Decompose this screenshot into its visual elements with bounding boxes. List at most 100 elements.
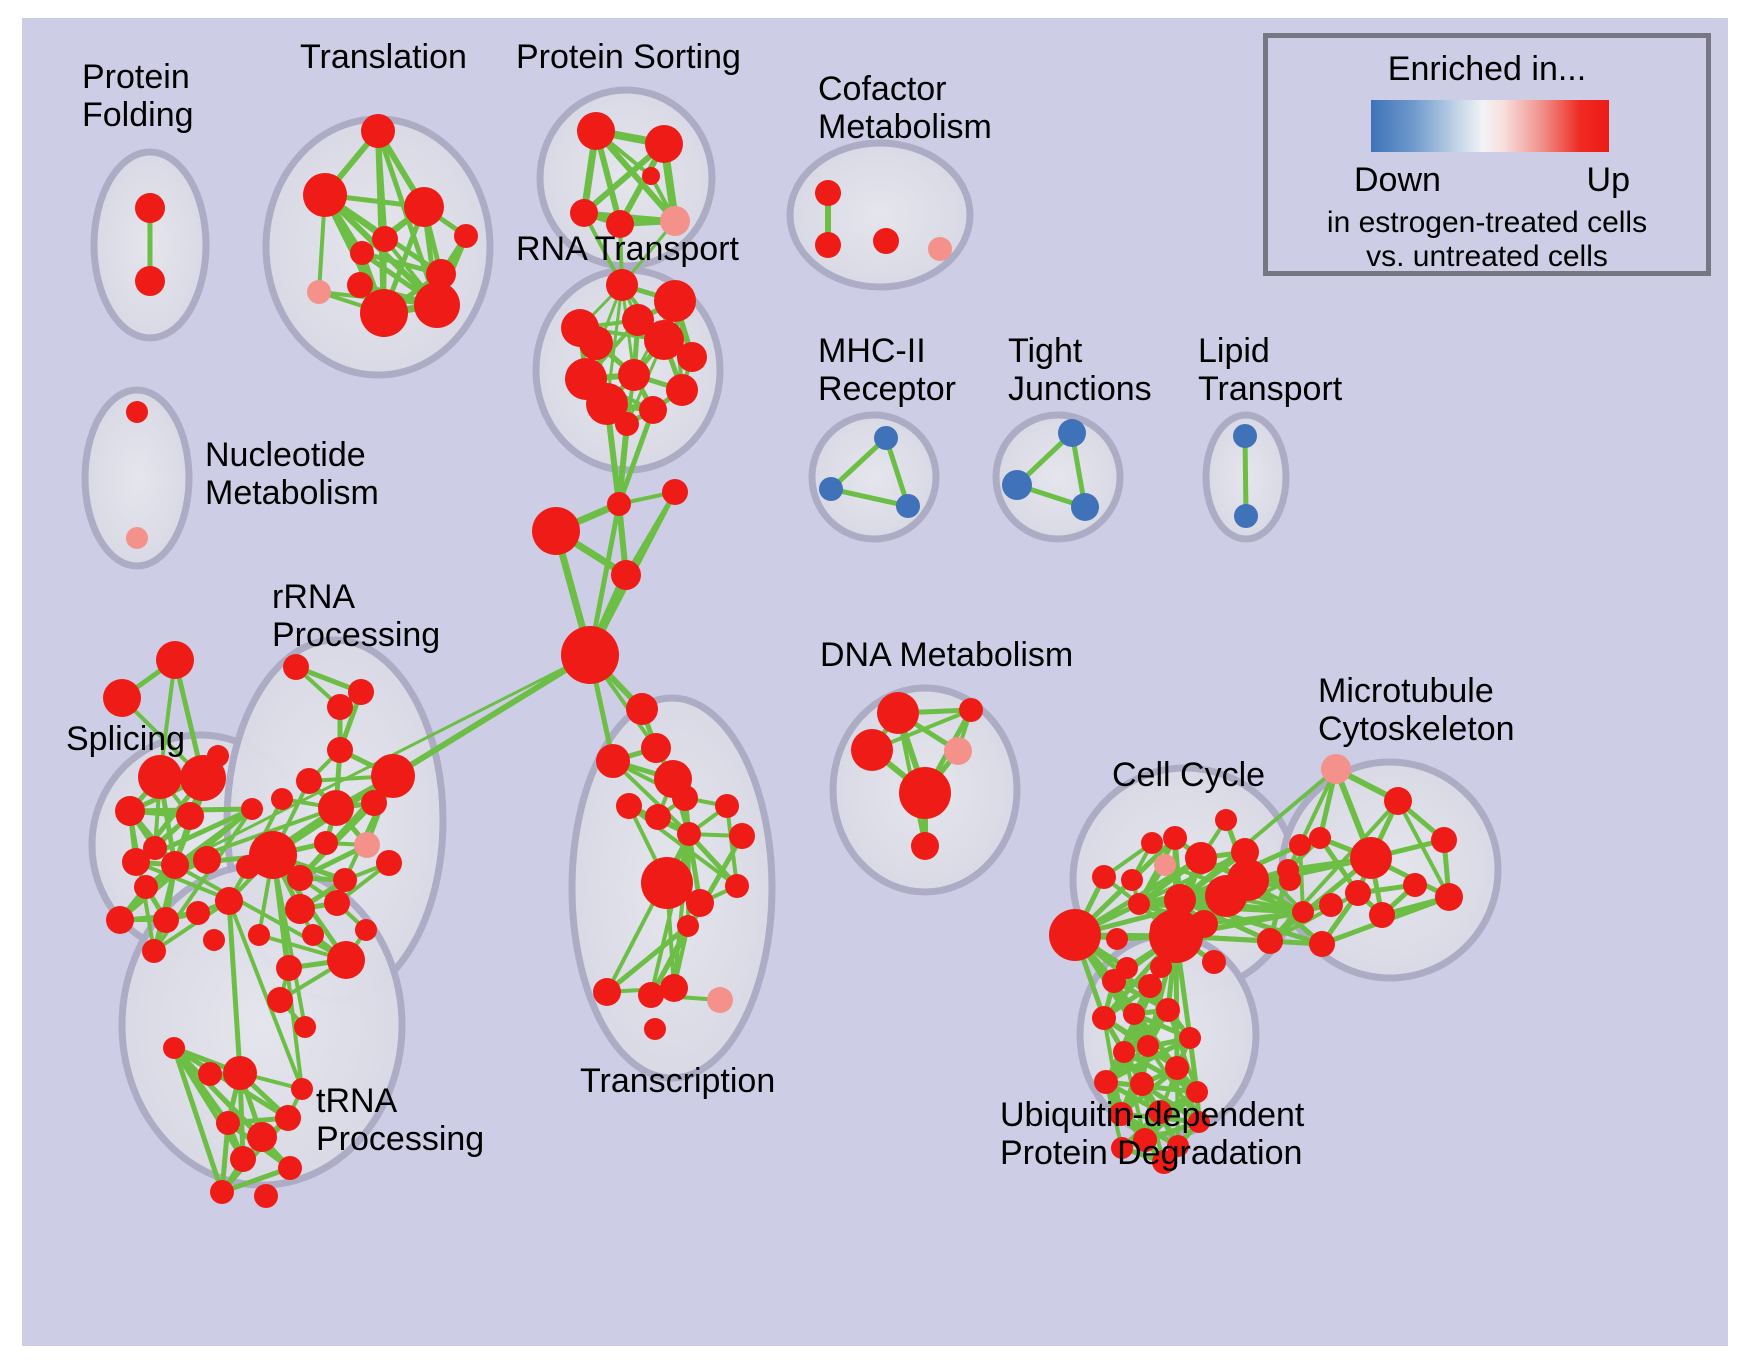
network-node[interactable] xyxy=(276,955,302,981)
network-node[interactable] xyxy=(249,831,297,879)
network-node[interactable] xyxy=(275,1105,301,1131)
network-node[interactable] xyxy=(626,693,658,725)
network-node[interactable] xyxy=(654,280,696,322)
network-node[interactable] xyxy=(361,114,395,148)
network-node[interactable] xyxy=(1289,834,1311,856)
network-node[interactable] xyxy=(1233,424,1257,448)
network-node[interactable] xyxy=(327,694,353,720)
network-node[interactable] xyxy=(1321,754,1351,784)
network-node[interactable] xyxy=(1141,832,1163,854)
network-node[interactable] xyxy=(1149,909,1203,963)
network-node[interactable] xyxy=(677,342,707,372)
network-node[interactable] xyxy=(1138,974,1162,998)
network-node[interactable] xyxy=(376,850,402,876)
network-node[interactable] xyxy=(278,1156,302,1180)
network-node[interactable] xyxy=(1345,880,1371,906)
network-node[interactable] xyxy=(216,1111,240,1135)
network-node[interactable] xyxy=(641,857,693,909)
network-node[interactable] xyxy=(360,289,408,337)
network-node[interactable] xyxy=(327,941,365,979)
network-node[interactable] xyxy=(156,641,194,679)
network-node[interactable] xyxy=(1128,893,1150,915)
network-node[interactable] xyxy=(223,1056,257,1090)
network-node[interactable] xyxy=(327,737,353,763)
network-node[interactable] xyxy=(873,228,899,254)
network-node[interactable] xyxy=(1113,1041,1135,1063)
network-node[interactable] xyxy=(1071,493,1099,521)
network-node[interactable] xyxy=(622,304,654,336)
network-node[interactable] xyxy=(851,729,893,771)
network-node[interactable] xyxy=(579,326,613,360)
network-node[interactable] xyxy=(725,874,749,898)
network-node[interactable] xyxy=(1186,1081,1208,1103)
network-node[interactable] xyxy=(314,831,338,855)
network-node[interactable] xyxy=(686,889,714,917)
network-node[interactable] xyxy=(1092,865,1116,889)
network-node[interactable] xyxy=(896,494,920,518)
network-node[interactable] xyxy=(1292,901,1314,923)
network-node[interactable] xyxy=(236,855,260,879)
network-node[interactable] xyxy=(1234,504,1258,528)
network-node[interactable] xyxy=(660,974,688,1002)
network-node[interactable] xyxy=(616,793,642,819)
network-node[interactable] xyxy=(126,401,148,423)
network-node[interactable] xyxy=(618,359,650,391)
network-node[interactable] xyxy=(318,790,354,826)
network-node[interactable] xyxy=(1121,869,1143,891)
network-node[interactable] xyxy=(347,272,373,298)
network-node[interactable] xyxy=(303,173,347,217)
network-node[interactable] xyxy=(593,978,621,1006)
network-node[interactable] xyxy=(1257,928,1283,954)
network-node[interactable] xyxy=(354,832,380,858)
network-node[interactable] xyxy=(638,982,664,1008)
network-node[interactable] xyxy=(1369,902,1395,928)
network-node[interactable] xyxy=(1215,809,1237,831)
network-node[interactable] xyxy=(404,187,444,227)
network-node[interactable] xyxy=(135,266,165,296)
network-node[interactable] xyxy=(1130,1072,1154,1096)
network-node[interactable] xyxy=(247,1122,277,1152)
network-node[interactable] xyxy=(729,823,755,849)
network-node[interactable] xyxy=(607,492,631,516)
network-node[interactable] xyxy=(641,733,671,763)
network-node[interactable] xyxy=(176,802,204,830)
network-node[interactable] xyxy=(644,1018,666,1040)
network-node[interactable] xyxy=(1167,1135,1189,1157)
network-node[interactable] xyxy=(348,679,374,705)
network-node[interactable] xyxy=(198,1062,222,1086)
network-node[interactable] xyxy=(660,206,690,236)
network-node[interactable] xyxy=(1231,838,1259,866)
network-node[interactable] xyxy=(454,224,478,248)
network-node[interactable] xyxy=(122,848,150,876)
network-node[interactable] xyxy=(606,269,638,301)
network-node[interactable] xyxy=(126,527,148,549)
network-node[interactable] xyxy=(161,851,189,879)
network-node[interactable] xyxy=(1049,909,1101,961)
network-node[interactable] xyxy=(142,939,166,963)
network-node[interactable] xyxy=(1106,928,1128,950)
network-node[interactable] xyxy=(1123,1003,1145,1025)
network-node[interactable] xyxy=(1205,875,1247,917)
network-node[interactable] xyxy=(361,790,387,816)
network-node[interactable] xyxy=(324,890,350,916)
network-node[interactable] xyxy=(230,1146,256,1172)
network-node[interactable] xyxy=(606,210,634,238)
network-node[interactable] xyxy=(1154,854,1176,876)
network-node[interactable] xyxy=(611,560,641,590)
network-node[interactable] xyxy=(283,654,309,680)
network-node[interactable] xyxy=(333,868,357,892)
network-node[interactable] xyxy=(1202,950,1226,974)
network-node[interactable] xyxy=(1163,826,1187,850)
network-node[interactable] xyxy=(877,692,919,734)
network-node[interactable] xyxy=(350,241,374,265)
network-node[interactable] xyxy=(186,901,210,925)
network-node[interactable] xyxy=(662,479,688,505)
network-node[interactable] xyxy=(944,737,972,765)
network-node[interactable] xyxy=(1058,419,1086,447)
network-node[interactable] xyxy=(666,374,698,406)
network-node[interactable] xyxy=(371,754,415,798)
network-node[interactable] xyxy=(1384,787,1412,815)
network-node[interactable] xyxy=(1350,837,1392,879)
network-node[interactable] xyxy=(285,894,315,924)
network-node[interactable] xyxy=(815,180,841,206)
